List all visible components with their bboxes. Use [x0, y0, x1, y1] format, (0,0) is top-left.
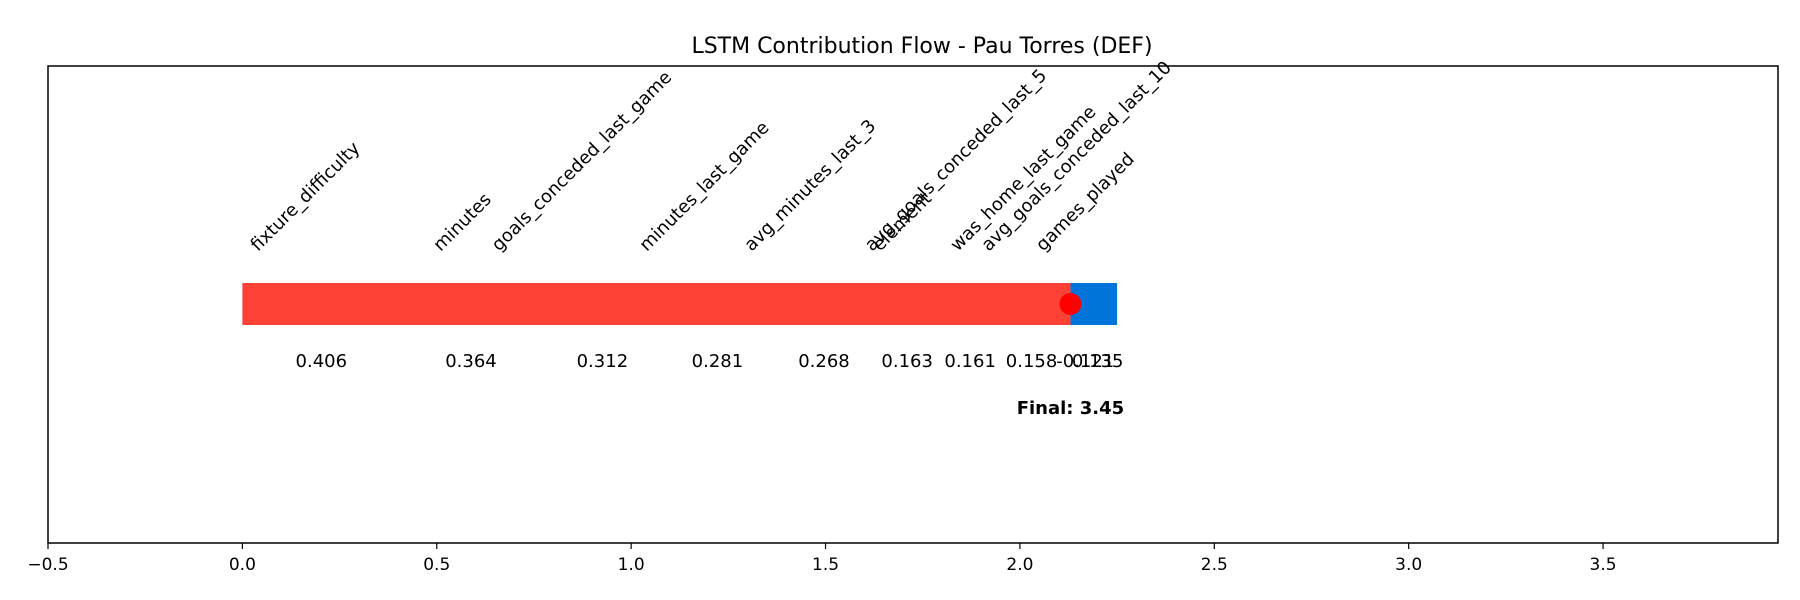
feature-label: minutes	[429, 189, 495, 255]
contribution-bar	[242, 283, 1118, 325]
plot-frame	[47, 65, 1779, 544]
value-label: 0.163	[881, 351, 933, 372]
x-tick-label: 1.0	[618, 555, 645, 575]
final-label: Final: 3.45	[1017, 398, 1124, 419]
value-label: 0.161	[944, 351, 996, 372]
x-axis: −0.5 0.0 0.5 1.0 1.5 2.0 2.5 3.0 3.5	[27, 543, 1617, 575]
x-tick-label: 2.0	[1006, 555, 1033, 575]
value-label: 0.268	[798, 351, 850, 372]
x-tick-label: 0.5	[423, 555, 450, 575]
value-label: 0.158	[1006, 351, 1058, 372]
x-tick-label: 3.0	[1395, 555, 1422, 575]
x-tick-label: 3.5	[1590, 555, 1617, 575]
feature-label: was_home_last_game	[946, 102, 1100, 256]
x-tick-label: 0.0	[229, 555, 256, 575]
chart-title: LSTM Contribution Flow - Pau Torres (DEF…	[691, 34, 1152, 59]
value-label: 0.135	[1072, 351, 1124, 372]
feature-label: avg_goals_conceded_last_10	[977, 57, 1175, 255]
feature-labels: fixture_difficulty minutesgoals_conceded_…	[247, 57, 1176, 255]
value-labels: 0.406 0.364 0.312 0.281 0.268 0.163 0.161 0.158…	[296, 351, 1124, 372]
value-label: 0.281	[692, 351, 744, 372]
x-tick-label: 2.5	[1201, 555, 1228, 575]
final-marker	[1059, 293, 1082, 315]
value-label: 0.406	[296, 351, 348, 372]
value-label: -0.121	[1056, 351, 1114, 372]
x-tick-label: 1.5	[812, 555, 839, 575]
bar-segment-0	[242, 283, 1071, 325]
x-tick-label: −0.5	[27, 555, 68, 575]
value-label: 0.312	[577, 351, 629, 372]
feature-label: fixture_difficulty	[247, 138, 365, 256]
value-label: 0.364	[445, 351, 497, 372]
